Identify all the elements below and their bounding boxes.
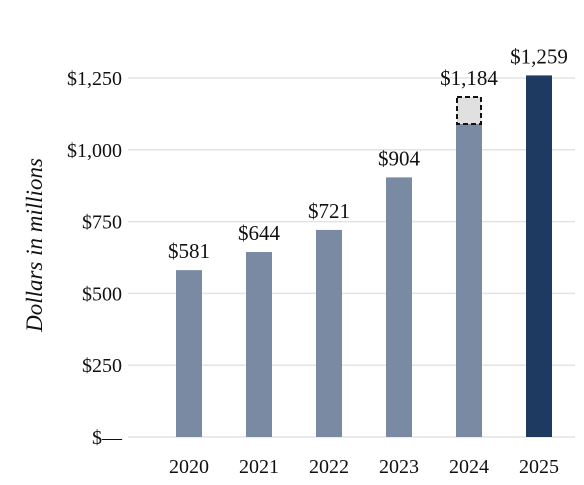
data-label-2021: $644 <box>238 221 281 245</box>
y-tick-label: $500 <box>82 283 122 305</box>
data-label-2025: $1,259 <box>510 44 568 68</box>
x-tick-label-2022: 2022 <box>309 456 349 478</box>
y-tick-label: $1,000 <box>67 140 122 162</box>
data-label-2022: $721 <box>308 199 350 223</box>
x-tick-label-2024: 2024 <box>449 456 489 478</box>
y-tick-label: $250 <box>82 355 122 377</box>
data-label-2023: $904 <box>378 146 421 170</box>
y-tick-label: $750 <box>82 212 122 234</box>
bar-2022 <box>316 229 342 437</box>
bar-increment-2024 <box>456 95 482 125</box>
y-tick-label: $— <box>92 427 123 449</box>
x-tick-label-2020: 2020 <box>169 456 209 478</box>
bars <box>176 75 552 438</box>
bar-2025 <box>526 75 552 438</box>
x-tick-label-2023: 2023 <box>379 456 419 478</box>
data-label-2020: $581 <box>168 239 210 263</box>
data-label-2024: $1,184 <box>440 66 498 90</box>
y-axis: $— $250 $500 $750 $1,000 $1,250 <box>67 68 123 449</box>
bar-2021 <box>246 252 272 437</box>
bar-2024 <box>456 123 482 438</box>
x-axis: 2020 2021 2022 2023 2024 2025 <box>169 456 559 478</box>
y-axis-title: Dollars in millions <box>22 158 47 333</box>
gridlines <box>128 77 575 438</box>
bar-2020 <box>176 270 202 437</box>
x-tick-label-2021: 2021 <box>239 456 279 478</box>
x-tick-label-2025: 2025 <box>519 456 559 478</box>
bar-2023 <box>386 177 412 437</box>
data-labels: $581 $644 $721 $904 $1,184 $1,259 <box>168 44 568 263</box>
y-tick-label: $1,250 <box>67 68 122 90</box>
